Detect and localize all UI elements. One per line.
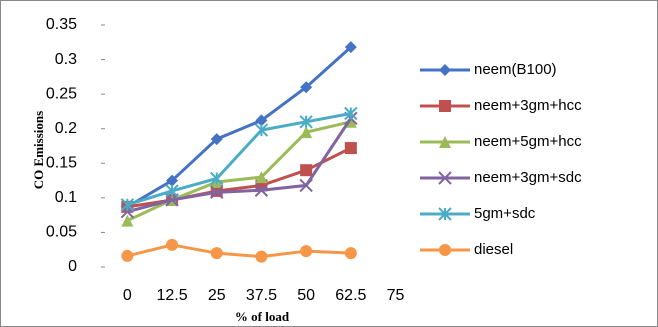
marker	[210, 185, 224, 200]
x-tick-label: 75	[387, 287, 405, 304]
marker	[344, 247, 357, 260]
marker	[300, 81, 313, 94]
series-line	[126, 46, 352, 209]
legend-label: neem(B100)	[474, 61, 557, 78]
x-tick-label: 0	[123, 287, 132, 304]
marker	[121, 249, 134, 262]
y-tick-label: 0	[68, 258, 77, 275]
y-axis-title: CO Emissions	[31, 111, 46, 189]
y-tick-label: 0.2	[55, 120, 77, 137]
y-tick-label: 0.25	[46, 85, 77, 102]
x-tick-label: 50	[297, 287, 315, 304]
marker	[254, 183, 269, 197]
x-tick-label: 25	[208, 287, 226, 304]
marker	[254, 123, 269, 137]
marker	[300, 164, 313, 177]
marker	[166, 174, 179, 187]
legend-label: neem+3gm+hcc	[474, 97, 582, 114]
legend-marker	[439, 244, 451, 256]
legend-label: 5gm+sdc	[474, 205, 536, 222]
x-axis-title: % of load	[235, 309, 290, 324]
marker	[210, 133, 223, 146]
marker	[210, 171, 224, 186]
legend-marker	[439, 136, 451, 148]
y-tick-label: 0.1	[55, 189, 77, 206]
y-tick-label: 0.3	[55, 51, 77, 68]
marker	[120, 198, 135, 212]
marker	[344, 41, 357, 54]
legend-marker	[438, 207, 452, 221]
legend-marker	[439, 100, 451, 112]
legend-label: diesel	[474, 241, 513, 258]
series-line	[126, 112, 352, 207]
series: 5gm+sdc	[120, 106, 536, 222]
legend-marker	[439, 64, 451, 76]
legend-label: neem+5gm+hcc	[474, 133, 582, 150]
x-tick-label: 62.5	[335, 287, 366, 304]
marker	[300, 126, 313, 139]
series: neem(B100)	[121, 41, 557, 213]
marker	[255, 250, 268, 263]
marker	[121, 214, 134, 227]
series: diesel	[121, 238, 513, 263]
marker	[165, 184, 179, 198]
marker	[210, 247, 223, 260]
y-tick-label: 0.05	[46, 224, 77, 241]
series-line	[126, 117, 353, 214]
y-tick-label: 0.35	[46, 16, 77, 33]
y-tick-label: 0.15	[46, 155, 77, 172]
legend-label: neem+3gm+sdc	[474, 169, 582, 186]
x-tick-label: 37.5	[246, 287, 277, 304]
marker	[344, 142, 357, 155]
marker	[344, 106, 358, 121]
series-line	[126, 243, 351, 259]
marker	[166, 238, 179, 251]
marker	[299, 115, 313, 129]
marker	[255, 114, 268, 127]
x-tick-label: 12.5	[156, 287, 187, 304]
marker	[300, 245, 313, 258]
marker	[299, 178, 313, 193]
marker	[255, 171, 268, 184]
legend-marker	[438, 171, 452, 185]
